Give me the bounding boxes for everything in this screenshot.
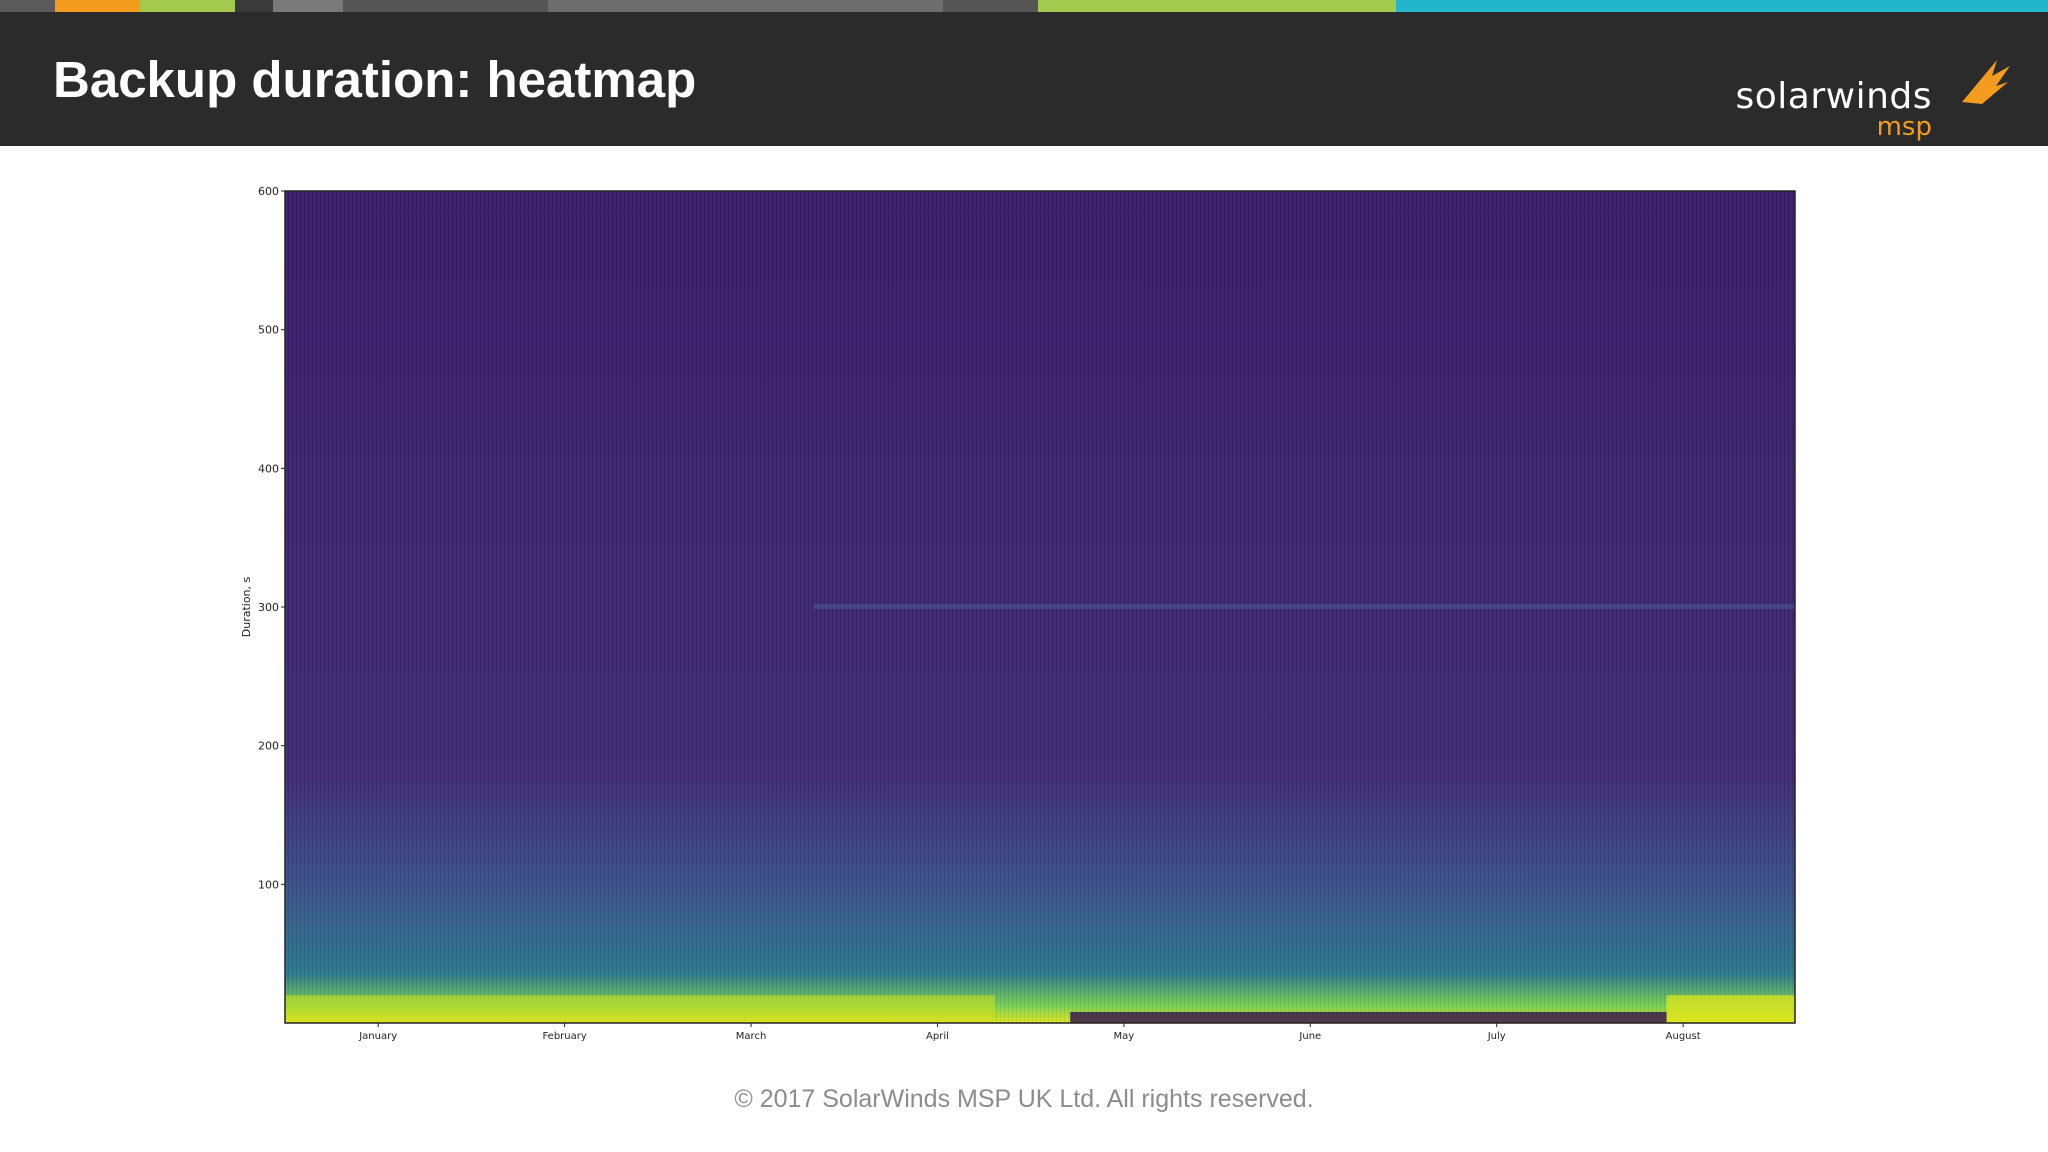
y-tick-label: 400 — [258, 462, 279, 475]
heatmap-low-region — [1070, 1011, 1667, 1023]
heatmap-high-band — [285, 995, 995, 1023]
slide-header: Backup duration: heatmap solarwinds msp — [0, 12, 2048, 146]
stripe-segment — [343, 0, 548, 12]
stripe-segment — [943, 0, 1038, 12]
stripe-segment — [1038, 0, 1396, 12]
copyright-footer: © 2017 SolarWinds MSP UK Ltd. All rights… — [734, 1085, 1314, 1113]
heatmap-high-band — [1666, 995, 1795, 1023]
stripe-segment — [1396, 0, 2048, 12]
stripe-segment — [548, 0, 943, 12]
logo-wordmark: solarwinds — [1735, 76, 1932, 117]
heatmap-chart: 100 200 300 400 500 600 Duration, s January Febr… — [230, 170, 1830, 1050]
page-title: Backup duration: heatmap — [53, 51, 697, 108]
x-tick-label: July — [1487, 1031, 1506, 1042]
y-tick-label: 600 — [258, 185, 279, 198]
y-tick-label: 100 — [258, 878, 279, 891]
x-tick-label: January — [358, 1031, 397, 1042]
stripe-segment — [55, 0, 140, 12]
logo-subtitle: msp — [1876, 112, 1932, 142]
solarwinds-msp-logo: solarwinds msp — [1735, 42, 2012, 142]
y-tick-label: 300 — [258, 601, 279, 614]
y-tick-label: 500 — [258, 324, 279, 337]
x-tick-label: May — [1114, 1031, 1135, 1042]
top-color-stripe — [0, 0, 2048, 12]
stripe-segment — [235, 0, 273, 12]
stripe-segment — [140, 0, 235, 12]
y-tick-label: 200 — [258, 740, 279, 753]
x-tick-label: August — [1666, 1031, 1701, 1042]
stripe-segment — [273, 0, 343, 12]
x-tick-label: March — [736, 1031, 766, 1042]
y-axis-label: Duration, s — [240, 576, 253, 637]
x-tick-label: June — [1298, 1031, 1321, 1042]
heatmap-band-300 — [813, 604, 1795, 609]
solarwinds-flame-icon — [1962, 60, 2010, 104]
stripe-segment — [0, 0, 55, 12]
heatmap-svg: 100 200 300 400 500 600 Duration, s January Febr… — [240, 185, 1796, 1042]
x-tick-label: April — [926, 1031, 949, 1042]
x-tick-label: February — [542, 1031, 586, 1042]
